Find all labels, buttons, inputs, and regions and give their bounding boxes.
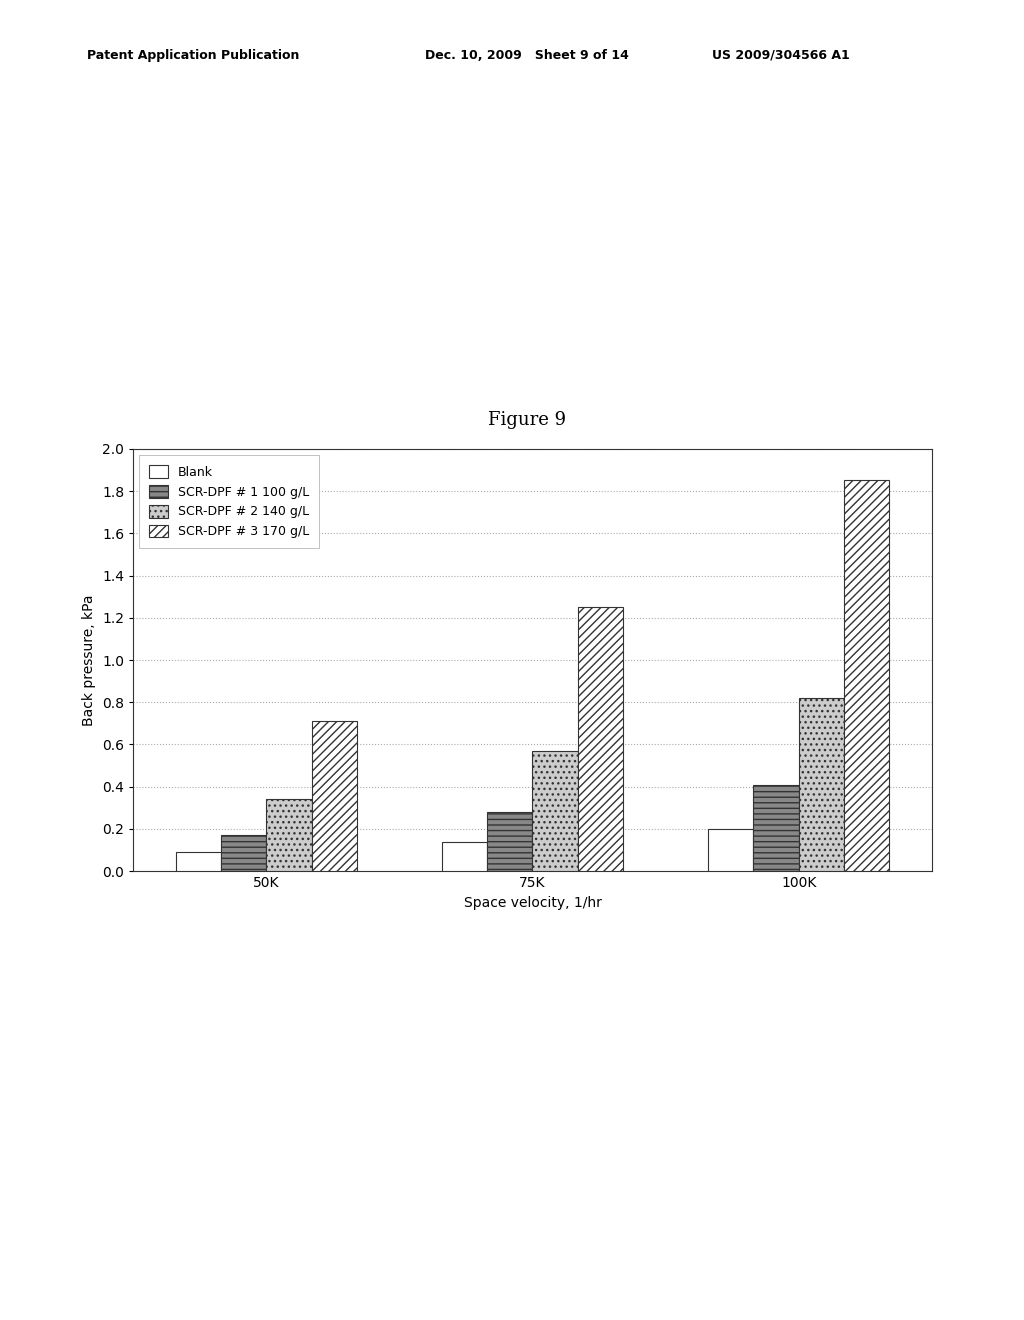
- Bar: [844, 480, 889, 871]
- Bar: [754, 784, 799, 871]
- Bar: [709, 829, 754, 871]
- X-axis label: Space velocity, 1/hr: Space velocity, 1/hr: [464, 895, 601, 909]
- Legend: Blank, SCR-DPF # 1 100 g/L, SCR-DPF # 2 140 g/L, SCR-DPF # 3 170 g/L: Blank, SCR-DPF # 1 100 g/L, SCR-DPF # 2 …: [139, 455, 319, 548]
- Text: Dec. 10, 2009   Sheet 9 of 14: Dec. 10, 2009 Sheet 9 of 14: [425, 49, 629, 62]
- Y-axis label: Back pressure, kPa: Back pressure, kPa: [82, 594, 96, 726]
- Bar: [266, 800, 311, 871]
- Bar: [311, 721, 356, 871]
- Bar: [578, 607, 623, 871]
- Bar: [532, 751, 578, 871]
- Text: Patent Application Publication: Patent Application Publication: [87, 49, 299, 62]
- Bar: [442, 842, 487, 871]
- Bar: [799, 698, 844, 871]
- Bar: [176, 853, 221, 871]
- Bar: [221, 836, 266, 871]
- Bar: [487, 812, 532, 871]
- Text: Figure 9: Figure 9: [488, 411, 566, 429]
- Text: US 2009/304566 A1: US 2009/304566 A1: [712, 49, 850, 62]
